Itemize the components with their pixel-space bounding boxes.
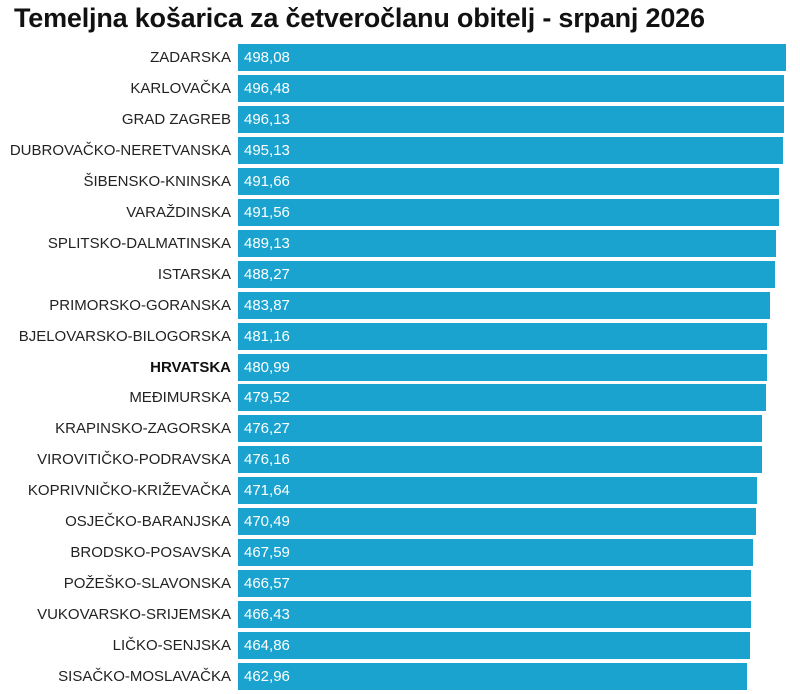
bar-row: LIČKO-SENJSKA 464,86 [0, 632, 800, 663]
bar-value-label: 462,96 [244, 668, 290, 685]
category-label: KARLOVAČKA [130, 80, 231, 97]
bar-value-label: 498,08 [244, 49, 290, 66]
category-label: PRIMORSKO-GORANSKA [49, 297, 231, 314]
category-label: BRODSKO-POSAVSKA [70, 544, 231, 561]
bar [238, 75, 785, 102]
bar [238, 354, 768, 381]
bar [238, 415, 762, 442]
bar-row: DUBROVAČKO-NERETVANSKA 495,13 [0, 137, 800, 168]
category-label: LIČKO-SENJSKA [112, 637, 231, 654]
bar-row: BJELOVARSKO-BILOGORSKA 481,16 [0, 323, 800, 354]
bar-row: MEĐIMURSKA 479,52 [0, 384, 800, 415]
bar-value-label: 481,16 [244, 328, 290, 345]
bar [238, 508, 756, 535]
category-label: MEĐIMURSKA [129, 389, 231, 406]
bar-value-label: 496,13 [244, 111, 290, 128]
category-label: VIROVITIČKO-PODRAVSKA [37, 451, 231, 468]
bar-row: ŠIBENSKO-KNINSKA 491,66 [0, 168, 800, 199]
bar-value-label: 483,87 [244, 297, 290, 314]
category-label: VARAŽDINSKA [126, 204, 231, 221]
bar [238, 632, 750, 659]
category-label: POŽEŠKO-SLAVONSKA [63, 575, 231, 592]
category-label: DUBROVAČKO-NERETVANSKA [9, 142, 231, 159]
bar-row: OSJEČKO-BARANJSKA 470,49 [0, 508, 800, 539]
bar-row: BRODSKO-POSAVSKA 467,59 [0, 539, 800, 570]
bar-value-label: 480,99 [244, 359, 290, 376]
bar-row: KRAPINSKO-ZAGORSKA 476,27 [0, 415, 800, 446]
bar-row: PRIMORSKO-GORANSKA 483,87 [0, 292, 800, 323]
bar-value-label: 466,57 [244, 575, 290, 592]
bar-row: ZADARSKA 498,08 [0, 44, 800, 75]
bar [238, 261, 776, 288]
category-label: BJELOVARSKO-BILOGORSKA [18, 328, 231, 345]
category-label: GRAD ZAGREB [121, 111, 231, 128]
bar [238, 477, 757, 504]
bar-value-label: 488,27 [244, 266, 290, 283]
bar-row: VARAŽDINSKA 491,56 [0, 199, 800, 230]
bar-row: SISAČKO-MOSLAVAČKA 462,96 [0, 663, 800, 694]
bar [238, 106, 784, 133]
bar-value-label: 496,48 [244, 80, 290, 97]
bar [238, 323, 768, 350]
category-label: HRVATSKA [150, 359, 231, 376]
bar-row: HRVATSKA 480,99 [0, 354, 800, 385]
bar [238, 137, 783, 164]
bar-row: GRAD ZAGREB 496,13 [0, 106, 800, 137]
bar-row: ISTARSKA 488,27 [0, 261, 800, 292]
category-label: SPLITSKO-DALMATINSKA [47, 235, 231, 252]
bar-value-label: 491,56 [244, 204, 290, 221]
bar-value-label: 470,49 [244, 513, 290, 530]
bar-row: VUKOVARSKO-SRIJEMSKA 466,43 [0, 601, 800, 632]
bar [238, 230, 777, 257]
bar-row: POŽEŠKO-SLAVONSKA 466,57 [0, 570, 800, 601]
bar-value-label: 467,59 [244, 544, 290, 561]
bar [238, 570, 752, 597]
category-label: KRAPINSKO-ZAGORSKA [55, 420, 231, 437]
category-label: ŠIBENSKO-KNINSKA [83, 173, 231, 190]
bar-row: VIROVITIČKO-PODRAVSKA 476,16 [0, 446, 800, 477]
bar-value-label: 464,86 [244, 637, 290, 654]
bar [238, 199, 779, 226]
category-label: ZADARSKA [150, 49, 231, 66]
category-label: KOPRIVNIČKO-KRIŽEVAČKA [27, 482, 231, 499]
bar [238, 446, 762, 473]
bar [238, 384, 766, 411]
bar [238, 539, 753, 566]
bar-value-label: 479,52 [244, 389, 290, 406]
category-label: ISTARSKA [157, 266, 231, 283]
category-label: VUKOVARSKO-SRIJEMSKA [37, 606, 231, 623]
bar-value-label: 489,13 [244, 235, 290, 252]
category-label: OSJEČKO-BARANJSKA [65, 513, 231, 530]
chart-title: Temeljna košarica za četveročlanu obitel… [14, 3, 705, 33]
bar-row: KARLOVAČKA 496,48 [0, 75, 800, 106]
bar [238, 168, 779, 195]
bar [238, 663, 748, 690]
bar-value-label: 495,13 [244, 142, 290, 159]
bar-value-label: 476,16 [244, 451, 290, 468]
bar-row: KOPRIVNIČKO-KRIŽEVAČKA 471,64 [0, 477, 800, 508]
bar [238, 292, 771, 319]
bar [238, 601, 752, 628]
bar [238, 44, 786, 71]
bar-row: SPLITSKO-DALMATINSKA 489,13 [0, 230, 800, 261]
category-label: SISAČKO-MOSLAVAČKA [58, 668, 231, 685]
bar-value-label: 471,64 [244, 482, 290, 499]
bar-value-label: 491,66 [244, 173, 290, 190]
bar-value-label: 476,27 [244, 420, 290, 437]
bar-value-label: 466,43 [244, 606, 290, 623]
